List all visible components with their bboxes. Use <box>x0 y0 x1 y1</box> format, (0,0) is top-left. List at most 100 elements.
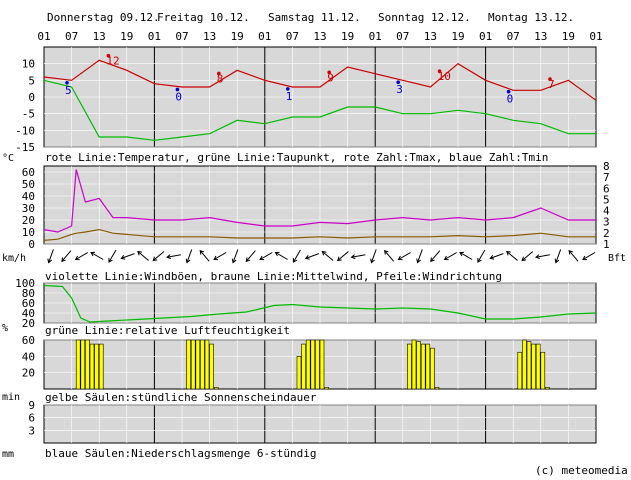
wind-arrow-head <box>304 254 310 260</box>
wind-arrow-head <box>459 251 464 257</box>
series-line-mean <box>43 228 596 241</box>
wind-arrow-head <box>185 258 191 264</box>
sunshine-bar <box>430 347 435 390</box>
hour-tick-label: 19 <box>341 30 354 43</box>
wind-arrow <box>417 249 423 263</box>
wind-arrow <box>186 249 193 263</box>
hour-tick-label: 01 <box>148 30 161 43</box>
hour-tick-label: 19 <box>562 30 575 43</box>
panel-caption: gelbe Säulen:stündliche Sonnenscheindaue… <box>45 391 317 404</box>
unit-label: % <box>2 323 8 334</box>
y-tick-label: 20 <box>22 367 35 380</box>
sunshine-bar <box>324 387 329 390</box>
wind-arrow <box>477 249 486 263</box>
tmax-label: 8 <box>217 72 224 85</box>
hour-tick-label: 01 <box>37 30 50 43</box>
sunshine-bar <box>204 339 210 390</box>
tmin-marker <box>506 89 511 94</box>
wind-arrow <box>137 251 149 261</box>
wind-arrow-head <box>321 250 327 256</box>
sunshine-bar <box>315 339 320 390</box>
wind-arrow-head <box>443 255 449 261</box>
wind-arrow <box>305 253 320 259</box>
wind-arrow-head <box>245 257 251 263</box>
wind-arrow <box>166 254 181 258</box>
wind-arrow-head <box>292 258 298 263</box>
series-line-gust <box>43 169 596 233</box>
hour-tick-label: 01 <box>258 30 271 43</box>
panel-caption: violette Linie:Windböen, braune Linie:Mi… <box>45 270 502 283</box>
tmax-marker <box>327 70 332 75</box>
tmin-label: 3 <box>396 83 403 96</box>
wind-arrow-head <box>199 249 205 255</box>
sunshine-bar <box>420 343 426 390</box>
wind-arrow-head <box>582 255 587 261</box>
y-tick-label: 5 <box>28 74 35 87</box>
wind-arrow-head <box>137 250 142 256</box>
wind-arrow-head <box>259 255 265 261</box>
y-tick-label: 60 <box>22 334 35 347</box>
day-label: Samstag 11.12. <box>268 11 361 24</box>
unit-label: mm <box>2 449 14 460</box>
sunshine-bar <box>526 341 532 390</box>
wind-arrow-head <box>152 256 158 262</box>
hour-tick-label: 07 <box>507 30 520 43</box>
wind-arrow <box>582 252 596 260</box>
y-tick-label: -5 <box>22 108 35 121</box>
wind-arrow <box>506 251 518 261</box>
sunshine-bar <box>85 339 90 390</box>
hour-tick-label: 13 <box>93 30 106 43</box>
wind-arrow <box>555 249 562 263</box>
day-label: Freitag 10.12. <box>157 11 250 24</box>
bft-tick-label: 8 <box>603 160 610 173</box>
wind-arrow-head <box>274 251 280 257</box>
wind-arrow-head <box>506 250 511 256</box>
wind-arrow <box>275 252 288 260</box>
y-tick-label: 40 <box>22 190 35 203</box>
hour-tick-label: 19 <box>451 30 464 43</box>
panel-caption: rote Linie:Temperatur, grüne Linie:Taupu… <box>45 151 548 164</box>
wind-arrow-head <box>416 258 421 264</box>
wind-arrow <box>459 252 473 260</box>
y-tick-label: 100 <box>15 277 35 290</box>
y-tick-label: 10 <box>22 226 35 239</box>
sunshine-bar <box>319 339 325 390</box>
sunshine-bar <box>296 356 302 390</box>
y-tick-label: 6 <box>28 412 35 425</box>
hour-tick-label: 19 <box>231 30 244 43</box>
wind-arrow-head <box>47 258 53 264</box>
sunshine-bar <box>186 339 191 390</box>
y-tick-label: -15 <box>15 141 35 154</box>
wind-arrow <box>90 252 104 260</box>
wind-arrow-head <box>74 255 80 261</box>
wind-arrow-head <box>120 254 126 260</box>
hour-tick-label: 01 <box>369 30 382 43</box>
hour-tick-label: 19 <box>120 30 133 43</box>
unit-label: min <box>2 392 20 403</box>
hour-tick-label: 13 <box>424 30 437 43</box>
wind-arrow <box>213 252 227 260</box>
sunshine-bar <box>425 343 431 390</box>
hour-tick-label: 07 <box>396 30 409 43</box>
wind-arrow <box>568 250 579 262</box>
sunshine-bar <box>80 339 86 390</box>
series-line-temp <box>43 59 597 101</box>
wind-arrow <box>245 250 256 262</box>
sunshine-bar <box>305 339 311 390</box>
wind-arrow <box>351 254 366 258</box>
sunshine-bar <box>531 343 536 390</box>
tmax-marker <box>217 71 221 76</box>
wind-arrow <box>75 252 89 260</box>
wind-arrow-head <box>166 254 171 260</box>
tmin-label: 0 <box>175 90 182 103</box>
hour-tick-label: 07 <box>65 30 78 43</box>
sunshine-bar <box>200 339 205 390</box>
wind-arrow <box>337 251 349 261</box>
sunshine-bar <box>535 343 541 390</box>
y-tick-label: 20 <box>22 317 35 330</box>
sunshine-bar <box>301 343 306 390</box>
tmin-label: 0 <box>507 93 514 106</box>
y-tick-label: 10 <box>22 58 35 71</box>
y-tick-label: 3 <box>28 424 35 437</box>
y-tick-label: 60 <box>22 297 35 310</box>
